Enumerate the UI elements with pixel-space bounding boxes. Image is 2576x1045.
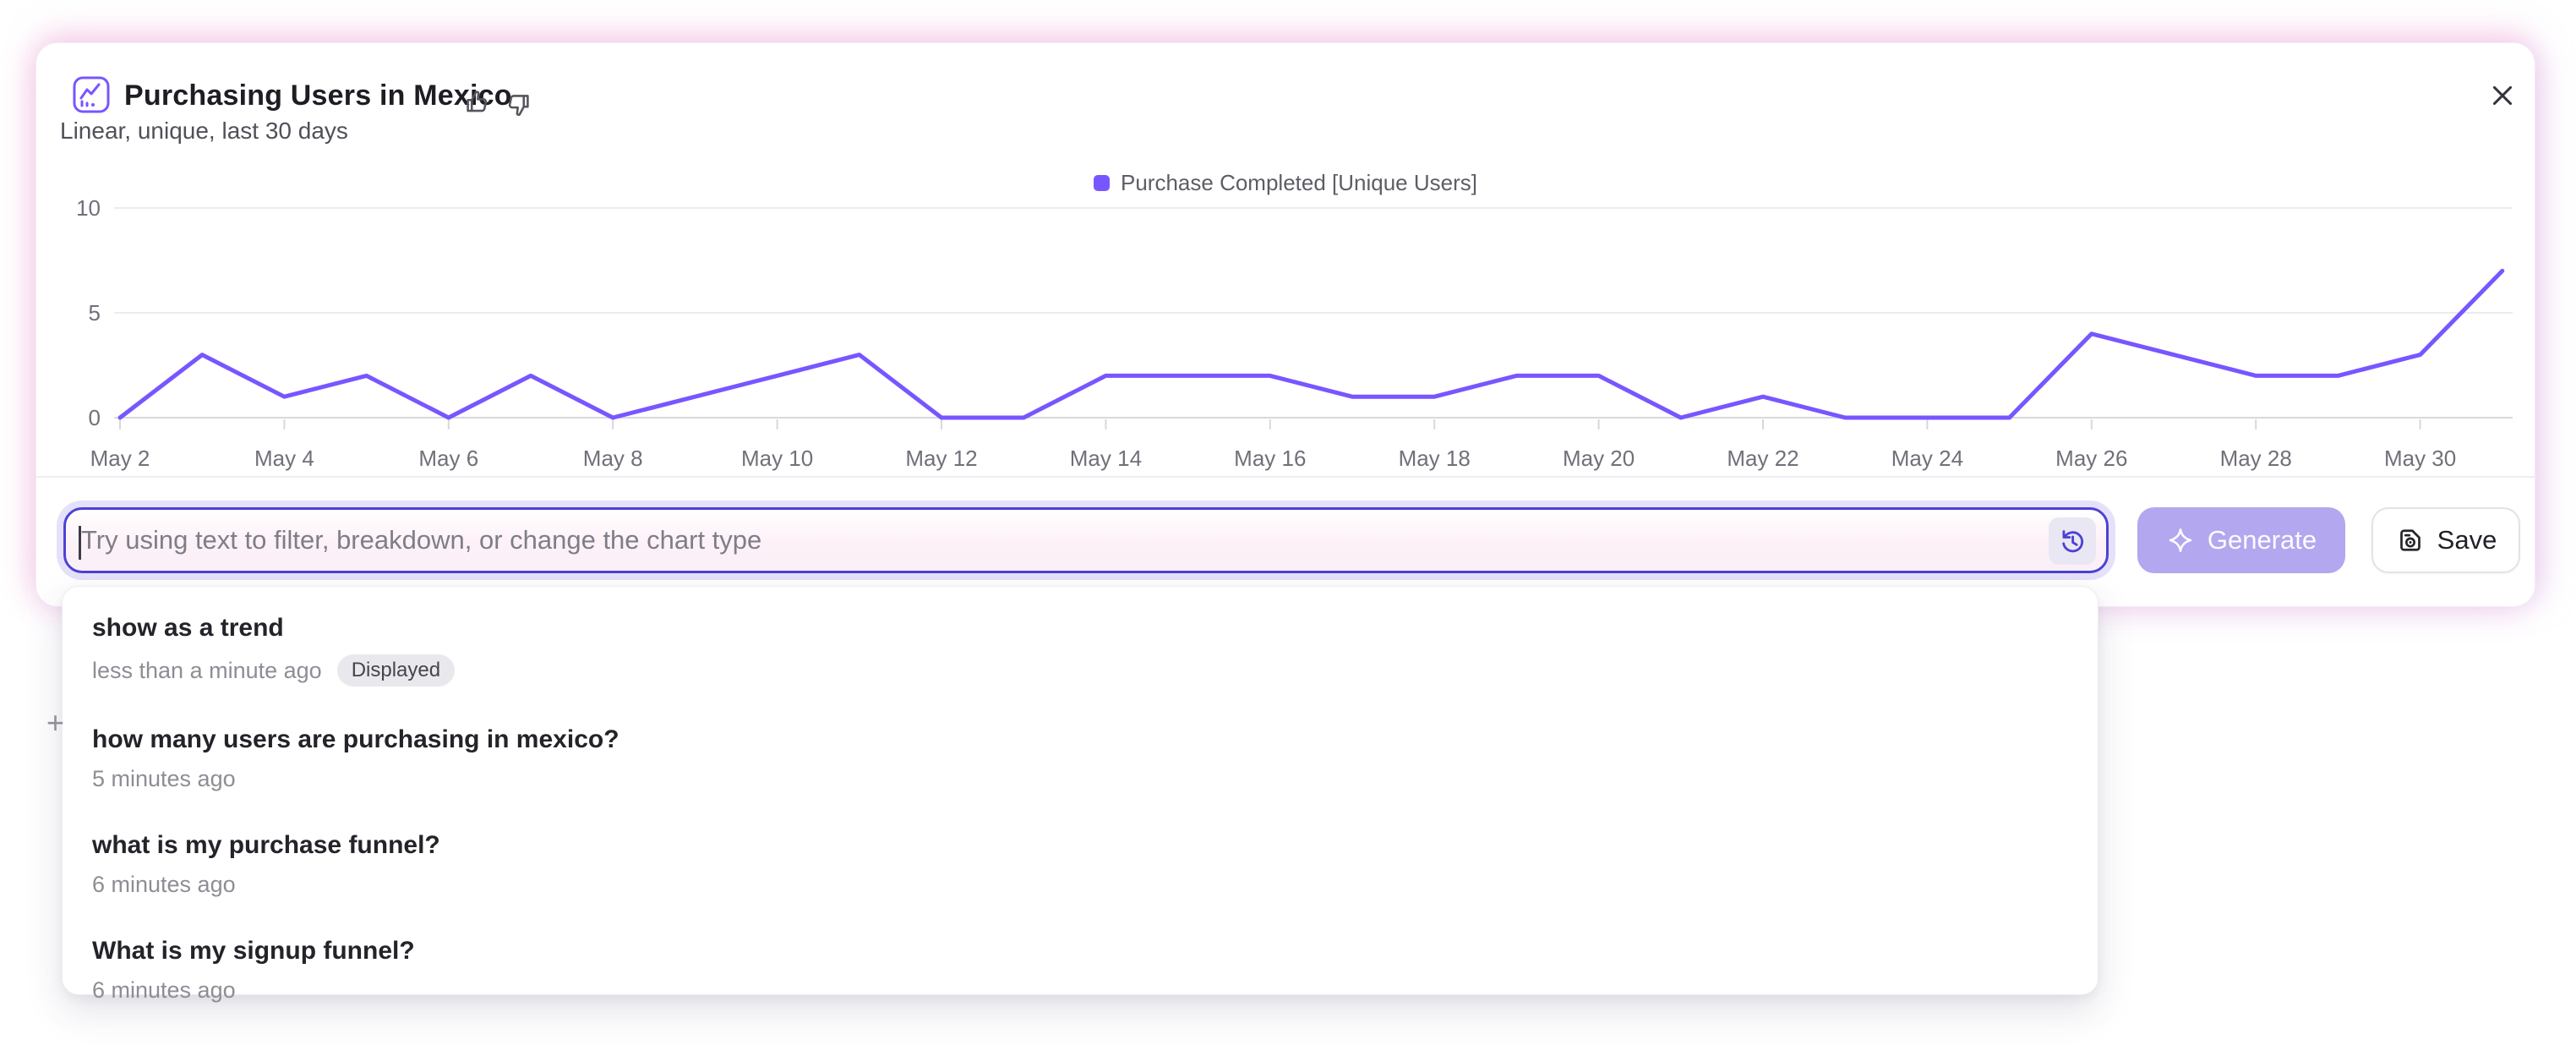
sparkle-icon [2169,528,2192,553]
close-icon [2492,85,2513,106]
save-label: Save [2437,525,2497,555]
card-divider [36,476,2536,478]
save-button[interactable]: Save [2371,507,2520,573]
svg-text:May 6: May 6 [418,446,478,471]
trend-line-chart: 0 5 10 May 2 May 4 May 6 May 8 May 10 May 12 May … [76,195,2513,471]
thumbs-up-icon[interactable] [462,87,493,118]
history-query: how many users are purchasing in mexico? [92,725,619,753]
thumbs-down-icon[interactable] [503,90,533,121]
legend-swatch [1094,175,1110,191]
svg-text:May 16: May 16 [1234,446,1306,471]
save-icon [2399,529,2420,551]
svg-text:May 22: May 22 [1727,446,1798,471]
svg-text:May 4: May 4 [254,446,314,471]
svg-text:May 12: May 12 [905,446,977,471]
add-handle[interactable]: + [46,705,65,740]
svg-text:May 2: May 2 [90,446,150,471]
svg-text:May 24: May 24 [1891,446,1963,471]
history-button[interactable] [2049,517,2096,565]
svg-text:May 14: May 14 [1070,446,1142,471]
generate-label: Generate [2207,525,2317,555]
svg-text:10: 10 [76,195,101,221]
chart-subtitle: Linear, unique, last 30 days [60,118,348,144]
history-item[interactable]: What is my signup funnel? 6 minutes ago [63,916,2098,1022]
close-button[interactable] [2479,72,2526,119]
svg-text:May 18: May 18 [1399,446,1471,471]
chart-card: Purchasing Users in Mexico Linear, uniqu… [35,42,2536,607]
svg-text:May 26: May 26 [2055,446,2127,471]
history-timestamp: 6 minutes ago [92,872,236,897]
ai-prompt-field[interactable] [63,507,2109,573]
history-dropdown: show as a trend less than a minute ago D… [62,586,2098,1003]
svg-text:May 30: May 30 [2384,446,2456,471]
svg-text:May 10: May 10 [741,446,813,471]
svg-text:May 28: May 28 [2220,446,2292,471]
history-query: What is my signup funnel? [92,937,415,965]
history-query: what is my purchase funnel? [92,831,440,859]
svg-text:0: 0 [89,405,101,430]
generate-button[interactable]: Generate [2137,507,2345,573]
svg-text:5: 5 [89,300,101,326]
svg-text:May 20: May 20 [1563,446,1635,471]
history-item[interactable]: show as a trend less than a minute ago D… [63,594,2098,705]
history-item[interactable]: how many users are purchasing in mexico?… [63,705,2098,811]
history-query: show as a trend [92,614,284,642]
history-timestamp: less than a minute ago [92,657,322,683]
line-chart-icon [73,76,110,113]
text-caret [79,526,81,560]
ai-prompt-input[interactable] [66,510,2106,571]
history-item[interactable]: what is my purchase funnel? 6 minutes ag… [63,811,2098,916]
history-clock-icon [2062,530,2084,553]
page-title: Purchasing Users in Mexico [124,79,512,112]
history-timestamp: 5 minutes ago [92,766,236,791]
displayed-badge: Displayed [336,654,456,687]
legend-label: Purchase Completed [Unique Users] [1121,170,1477,195]
chart-legend: Purchase Completed [Unique Users] [36,170,2535,196]
svg-text:May 8: May 8 [583,446,643,471]
history-timestamp: 6 minutes ago [92,977,236,1003]
